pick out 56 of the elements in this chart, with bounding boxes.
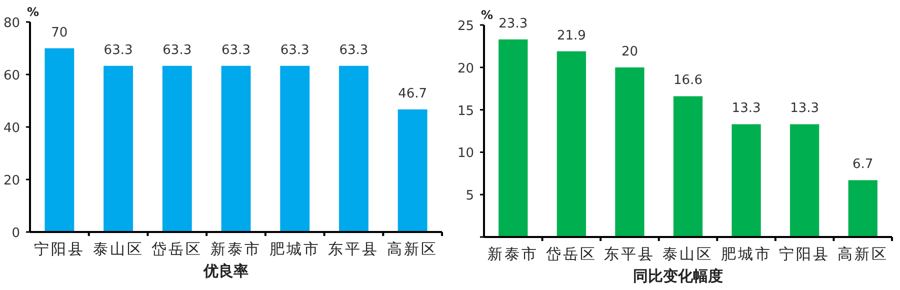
bar (732, 124, 761, 237)
y-tick-label: 40 (3, 121, 20, 136)
bar (848, 180, 878, 237)
bar (44, 48, 74, 232)
data-label: 21.9 (556, 28, 586, 44)
x-axis-title: 同比变化幅度 (633, 267, 723, 285)
x-tick-label: 岱岳区 (152, 240, 203, 258)
bar (221, 66, 251, 232)
data-label: 63.3 (222, 42, 250, 58)
data-label: 13.3 (732, 101, 761, 116)
x-tick-label: 东平县 (328, 240, 380, 258)
data-label: 23.3 (498, 16, 528, 32)
y-axis-title: % (26, 5, 40, 19)
bar (556, 51, 586, 237)
data-label: 20 (621, 44, 638, 60)
x-tick-label: 新泰市 (488, 245, 539, 263)
x-tick-label: 宁阳县 (34, 240, 85, 258)
y-tick-label: 60 (3, 68, 20, 84)
data-label: 16.6 (674, 73, 702, 88)
bar (162, 66, 192, 232)
data-label: 46.7 (398, 86, 428, 102)
y-tick-label: 20 (3, 174, 20, 188)
bar (280, 66, 310, 232)
bar (339, 66, 368, 232)
bar (398, 109, 428, 232)
y-tick-label: 25 (457, 19, 474, 34)
y-tick-label: 15 (457, 104, 474, 119)
y-tick-label: 5 (466, 188, 474, 204)
data-label: 63.3 (104, 42, 133, 58)
y-tick-label: 20 (457, 61, 474, 76)
x-tick-label: 宁阳县 (779, 245, 830, 263)
data-label: 70 (51, 25, 68, 40)
x-tick-label: 肥城市 (720, 245, 772, 263)
y-axis-title: % (480, 8, 494, 22)
x-axis-title: 优良率 (202, 262, 248, 280)
x-tick-label: 岱岳区 (546, 245, 597, 263)
x-tick-label: 肥城市 (269, 240, 320, 258)
bar (673, 96, 703, 237)
data-label: 63.3 (339, 42, 368, 58)
x-tick-label: 泰山区 (92, 240, 144, 258)
y-tick-label: 80 (3, 16, 20, 31)
y-tick-label: 0 (12, 226, 20, 241)
bar (790, 124, 820, 237)
bar (615, 67, 644, 237)
bar (104, 66, 133, 232)
data-label: 63.3 (162, 42, 192, 58)
data-label: 13.3 (790, 101, 820, 116)
data-label: 6.7 (852, 157, 874, 172)
y-tick-label: 10 (457, 146, 474, 162)
x-tick-label: 泰山区 (662, 245, 714, 263)
data-label: 63.3 (280, 42, 310, 58)
x-tick-label: 东平县 (604, 245, 656, 263)
x-tick-label: 高新区 (837, 245, 888, 263)
bar (498, 39, 528, 237)
x-tick-label: 新泰市 (210, 240, 262, 258)
x-tick-label: 高新区 (387, 240, 438, 258)
